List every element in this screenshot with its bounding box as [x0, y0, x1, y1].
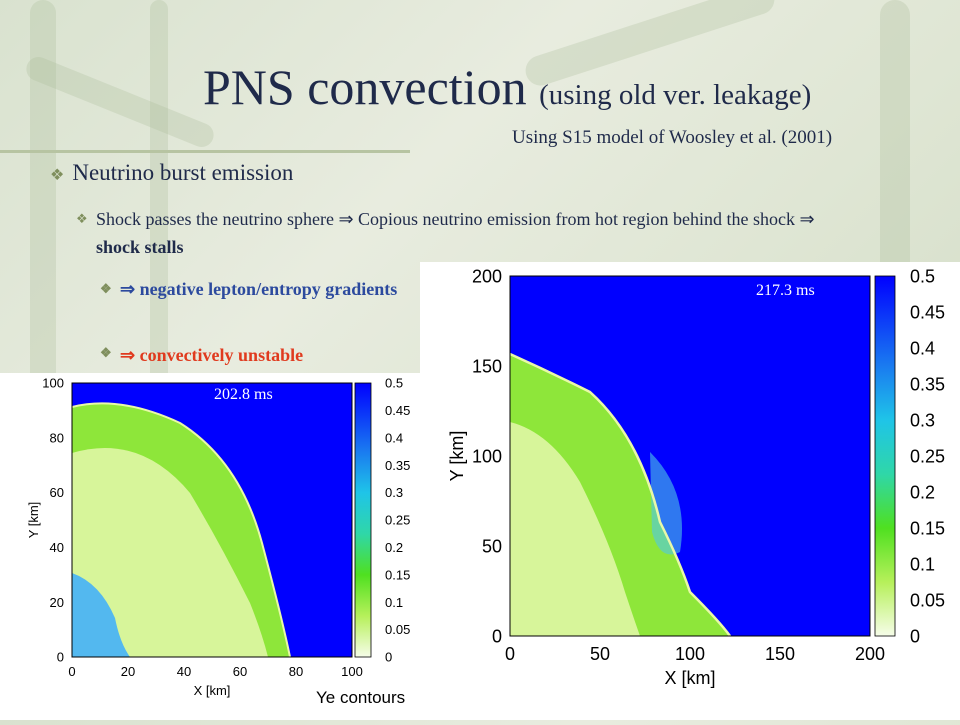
source-note: Using S15 model of Woosley et al. (2001) [512, 127, 833, 148]
plot-frame [509, 275, 871, 637]
title-main: PNS convection [203, 59, 527, 115]
diamond-bullet-icon: ❖ [50, 167, 65, 184]
bullet-text: Shock passes the neutrino sphere ⇒ Copio… [96, 209, 815, 229]
contour-line [510, 352, 732, 636]
diamond-bullet-icon: ❖ [100, 345, 112, 360]
y-tick-label: 100 [42, 376, 64, 391]
colorbar-tick-label: 0.05 [385, 622, 410, 637]
x-tick-label: 100 [341, 664, 363, 679]
plot-panel-right: 0 50 100 150 200 0 50 100 150 200 0.5 0.45 0.4 0.35 0.… [420, 262, 960, 720]
ye-contours-label: Ye contours [316, 688, 406, 708]
colorbar-tick-label: 0.05 [910, 590, 945, 610]
time-label-left: 202.8 ms [208, 386, 279, 404]
title-subtitle: (using old ver. leakage) [539, 79, 812, 111]
colorbar-tick-label: 0.3 [910, 410, 935, 430]
x-tick-label: 50 [590, 644, 610, 664]
colorbar-tick-label: 0.5 [910, 266, 935, 286]
x-tick-label: 40 [177, 664, 191, 679]
y-tick-label: 20 [50, 595, 64, 610]
x-axis-title: X [km] [664, 668, 715, 688]
colorbar-tick-label: 0.2 [910, 482, 935, 502]
colorbar-tick-label: 0.45 [385, 403, 410, 418]
x-tick-label: 0 [505, 644, 515, 664]
colorbar-tick-label: 0.5 [385, 376, 403, 391]
sub-bullet-gradients: ❖ ⇒ negative lepton/entropy gradients [100, 275, 420, 303]
y-tick-label: 80 [50, 430, 64, 445]
sub-bullet-unstable: ❖ ⇒ convectively unstable [100, 345, 304, 366]
slide-title: PNS convection (using old ver. leakage) [203, 58, 811, 116]
diamond-bullet-icon: ❖ [100, 281, 112, 296]
y-tick-label: 100 [472, 446, 502, 466]
ye-plot-left: 0 20 40 60 80 100 0 20 40 60 80 100 0.5 0.45 0.4 0.35 0.… [26, 376, 410, 698]
colorbar-tick-label: 0.1 [385, 595, 403, 610]
x-tick-label: 100 [675, 644, 705, 664]
turbulent-plume [650, 452, 682, 555]
time-label-right: 217.3 ms [750, 282, 821, 300]
x-tick-label: 80 [289, 664, 303, 679]
y-tick-label: 200 [472, 266, 502, 286]
colorbar-tick-label: 0.45 [910, 302, 945, 322]
bullet-neutrino-burst: ❖ Neutrino burst emission [50, 160, 293, 186]
colorbar-tick-label: 0.1 [910, 554, 935, 574]
colorbar-tick-label: 0 [385, 650, 392, 665]
bullet-text: Neutrino burst emission [72, 160, 294, 185]
contour-line [72, 402, 291, 657]
x-tick-label: 60 [233, 664, 247, 679]
colorbar-tick-label: 0.25 [910, 446, 945, 466]
plot-panel-left: 0 20 40 60 80 100 0 20 40 60 80 100 0.5 0.45 0.4 0.35 0.… [0, 373, 430, 720]
x-tick-label: 20 [121, 664, 135, 679]
colorbar [874, 275, 896, 637]
y-axis-title: Y [km] [26, 502, 41, 539]
colorbar-tick-label: 0.15 [910, 518, 945, 538]
colorbar-tick-label: 0 [910, 626, 920, 646]
y-axis-title: Y [km] [447, 431, 467, 482]
x-tick-label: 150 [765, 644, 795, 664]
colorbar-tick-label: 0.4 [910, 338, 935, 358]
sub-bullet-shock: ❖ Shock passes the neutrino sphere ⇒ Cop… [76, 205, 856, 261]
colorbar-tick-label: 0.35 [910, 374, 945, 394]
x-axis-title: X [km] [194, 683, 231, 698]
region-blue-core [72, 573, 130, 657]
colorbar [354, 382, 372, 658]
diamond-bullet-icon: ❖ [76, 211, 88, 226]
colorbar-tick-label: 0.15 [385, 567, 410, 582]
bullet-text: ⇒ negative lepton/entropy gradients [120, 279, 398, 299]
colorbar-tick-label: 0.3 [385, 485, 403, 500]
y-tick-label: 40 [50, 540, 64, 555]
plot-frame [71, 382, 353, 658]
y-tick-label: 0 [492, 626, 502, 646]
colorbar-tick-label: 0.35 [385, 458, 410, 473]
colorbar-tick-label: 0.4 [385, 430, 403, 445]
shocked-region-yellow [510, 422, 640, 636]
y-tick-label: 50 [482, 536, 502, 556]
colorbar-tick-label: 0.2 [385, 540, 403, 555]
x-tick-label: 200 [855, 644, 885, 664]
x-tick-label: 0 [68, 664, 75, 679]
title-divider [0, 150, 410, 153]
bullet-text-bold: shock stalls [96, 237, 184, 257]
y-tick-label: 60 [50, 485, 64, 500]
y-tick-label: 150 [472, 356, 502, 376]
ye-plot-right: 0 50 100 150 200 0 50 100 150 200 0.5 0.45 0.4 0.35 0.… [447, 266, 945, 688]
shocked-region-yellow [72, 448, 268, 657]
y-tick-label: 0 [57, 650, 64, 665]
colorbar-tick-label: 0.25 [385, 513, 410, 528]
bullet-text: ⇒ convectively unstable [120, 345, 304, 365]
